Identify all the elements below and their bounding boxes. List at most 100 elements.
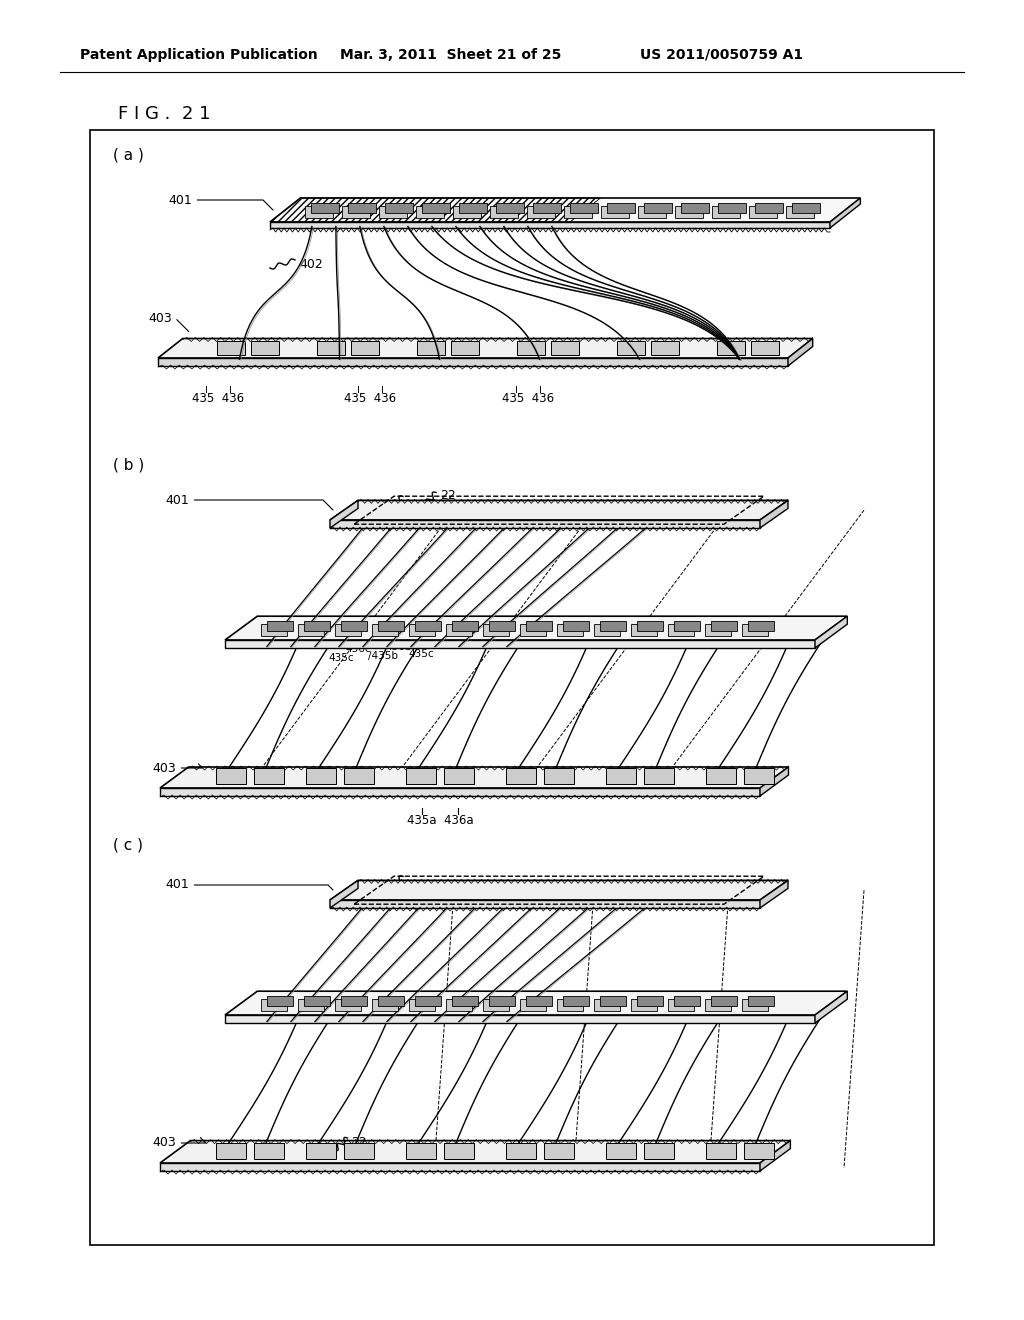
Polygon shape [385,203,414,213]
Polygon shape [743,1143,774,1159]
Text: 403: 403 [152,1137,206,1150]
Text: ( a ): ( a ) [113,148,144,162]
Polygon shape [751,341,779,355]
Polygon shape [741,624,768,636]
Text: 401: 401 [168,194,273,210]
Polygon shape [482,999,509,1011]
Text: ( b ): ( b ) [113,458,144,473]
Text: 436c: 436c [345,644,371,653]
Polygon shape [785,206,813,218]
Polygon shape [409,624,435,636]
Polygon shape [158,338,813,358]
Polygon shape [158,358,788,366]
Polygon shape [330,880,358,908]
Polygon shape [489,620,515,631]
Polygon shape [741,999,768,1011]
Polygon shape [756,203,783,213]
Bar [90,129,934,1245]
Text: 435  436: 435 436 [502,392,554,405]
Polygon shape [520,624,546,636]
Text: 403: 403 [152,762,203,775]
Polygon shape [417,341,444,355]
Polygon shape [674,620,700,631]
Polygon shape [160,788,760,796]
Text: 403: 403 [148,312,188,331]
Polygon shape [451,341,479,355]
Polygon shape [506,768,536,784]
Polygon shape [225,640,815,648]
Polygon shape [267,620,293,631]
Polygon shape [489,206,517,218]
Polygon shape [520,999,546,1011]
Polygon shape [217,341,245,355]
Polygon shape [378,620,404,631]
Polygon shape [526,997,552,1006]
Polygon shape [644,768,674,784]
Polygon shape [409,999,435,1011]
Polygon shape [711,620,737,631]
Text: 436c: 436c [425,640,451,649]
Polygon shape [482,624,509,636]
Polygon shape [600,997,626,1006]
Polygon shape [637,997,664,1006]
Polygon shape [563,206,592,218]
Polygon shape [830,198,860,228]
Polygon shape [453,206,480,218]
Polygon shape [717,341,744,355]
Polygon shape [216,768,246,784]
Polygon shape [712,206,739,218]
Polygon shape [254,1143,284,1159]
Polygon shape [298,999,324,1011]
Polygon shape [304,206,333,218]
Polygon shape [330,520,760,528]
Text: 22: 22 [440,490,456,503]
Text: 402: 402 [406,510,429,523]
Polygon shape [600,620,626,631]
Polygon shape [570,203,598,213]
Polygon shape [160,1163,760,1171]
Polygon shape [607,203,636,213]
Polygon shape [743,768,774,784]
Text: 435c: 435c [409,649,434,660]
Polygon shape [379,206,407,218]
Text: 22: 22 [351,1137,368,1148]
Polygon shape [675,206,702,218]
Polygon shape [298,624,324,636]
Polygon shape [406,1143,435,1159]
Polygon shape [415,997,441,1006]
Text: ( c ): ( c ) [113,838,143,853]
Text: 402: 402 [299,257,323,271]
Polygon shape [644,203,673,213]
Polygon shape [644,1143,674,1159]
Text: /435b: /435b [368,651,398,661]
Polygon shape [760,500,788,528]
Polygon shape [706,768,735,784]
Polygon shape [316,341,345,355]
Polygon shape [489,997,515,1006]
Polygon shape [534,203,561,213]
Polygon shape [270,198,860,222]
Polygon shape [638,206,666,218]
Text: 401: 401 [165,494,333,510]
Polygon shape [445,624,472,636]
Polygon shape [341,997,368,1006]
Polygon shape [422,203,451,213]
Polygon shape [330,500,788,520]
Polygon shape [557,999,583,1011]
Text: 435c: 435c [328,653,353,664]
Polygon shape [544,1143,573,1159]
Polygon shape [594,999,620,1011]
Polygon shape [344,768,374,784]
Polygon shape [760,880,788,908]
Polygon shape [606,1143,636,1159]
Polygon shape [330,880,788,900]
Polygon shape [651,341,679,355]
Polygon shape [506,1143,536,1159]
Polygon shape [544,768,573,784]
Polygon shape [330,500,358,528]
Polygon shape [251,341,279,355]
Polygon shape [668,624,693,636]
Polygon shape [225,616,847,640]
Text: Mar. 3, 2011  Sheet 21 of 25: Mar. 3, 2011 Sheet 21 of 25 [340,48,561,62]
Text: 435a  436a: 435a 436a [407,814,473,828]
